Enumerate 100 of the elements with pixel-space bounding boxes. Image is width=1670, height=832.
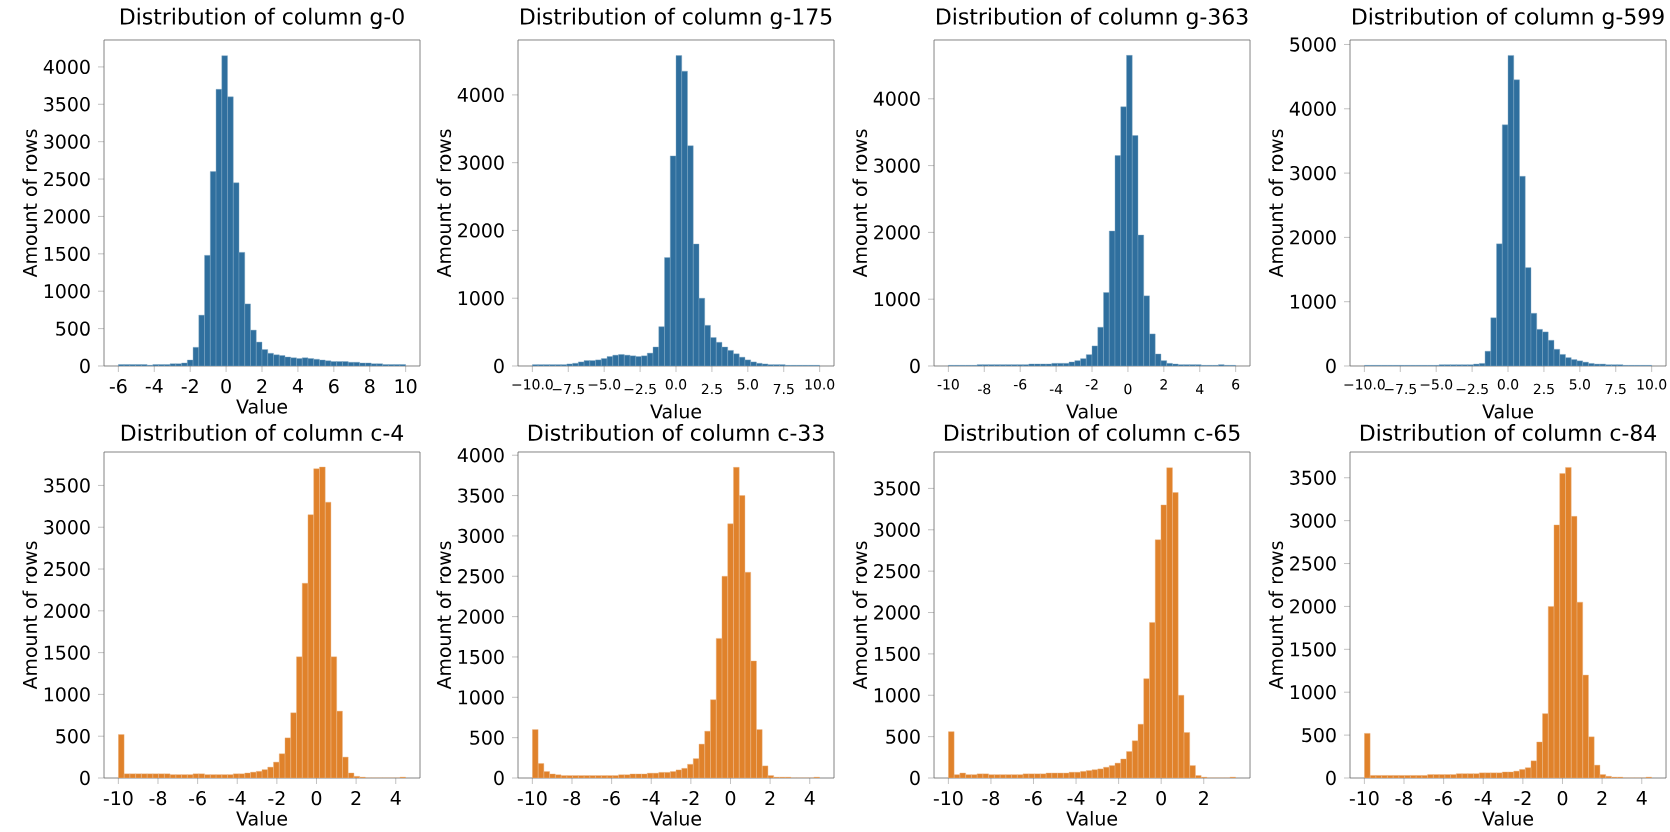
y-tick-label: 3500 bbox=[1290, 470, 1336, 485]
y-tick-label: 3500 bbox=[874, 481, 920, 496]
chart-title: Distribution of column c-33 bbox=[528, 424, 824, 441]
y-tick-label: 1000 bbox=[44, 687, 90, 702]
y-tick-label: 3000 bbox=[458, 528, 504, 544]
x-axis-title: Value bbox=[1066, 403, 1118, 419]
x-tick-label: -10 bbox=[517, 791, 547, 806]
x-tick-label: 0 bbox=[1557, 791, 1568, 806]
y-tick-label: 1000 bbox=[44, 284, 90, 299]
y-tick-label: 2000 bbox=[458, 223, 504, 238]
x-tick-label: 2 bbox=[765, 791, 775, 806]
x-tick-label: -8 bbox=[149, 791, 167, 806]
x-tick-label: -2 bbox=[1514, 791, 1531, 806]
x-tick-label: -2 bbox=[181, 379, 198, 394]
x-axis-title: Value bbox=[650, 403, 702, 419]
y-tick-label: 2500 bbox=[44, 561, 90, 577]
y-tick-label: 2500 bbox=[874, 563, 920, 579]
y-tick-label: 0 bbox=[80, 770, 90, 786]
y-tick-label: 1000 bbox=[458, 690, 504, 705]
y-tick-label: 500 bbox=[886, 729, 920, 744]
y-axis-title: Amount of rows bbox=[436, 541, 452, 690]
y-tick-label: 2000 bbox=[44, 209, 90, 224]
y-tick-label: 1000 bbox=[874, 688, 920, 703]
chart-title: Distribution of column c-4 bbox=[121, 424, 404, 442]
y-tick-label: 4000 bbox=[457, 448, 504, 463]
x-tick-label: -2 bbox=[268, 791, 285, 806]
y-tick-label: 3000 bbox=[874, 158, 920, 173]
y-tick-label: 3000 bbox=[1290, 513, 1336, 528]
y-axis-title: Amount of rows bbox=[22, 541, 38, 690]
y-tick-label: 0 bbox=[910, 358, 920, 374]
y-tick-label: 3000 bbox=[1290, 165, 1336, 181]
y-axis-title: Amount of rows bbox=[852, 129, 868, 278]
y-tick-label: 2500 bbox=[44, 171, 90, 187]
y-tick-label: 2000 bbox=[874, 605, 920, 620]
y-tick-label: 1000 bbox=[1290, 294, 1336, 309]
y-tick-label: 2000 bbox=[44, 603, 90, 618]
y-axis-title: Amount of rows bbox=[852, 541, 868, 690]
x-tick-label: 4 bbox=[390, 791, 401, 805]
x-axis-title: Value bbox=[1482, 811, 1534, 826]
y-tick-label: 2000 bbox=[1290, 230, 1336, 245]
x-axis-title: Value bbox=[650, 811, 702, 826]
y-tick-label: 2500 bbox=[458, 569, 504, 584]
y-axis-title: Amount of rows bbox=[1268, 541, 1284, 690]
y-tick-label: 0 bbox=[1326, 770, 1336, 786]
x-tick-label: 0 bbox=[725, 791, 736, 806]
x-tick-label: 4 bbox=[292, 379, 303, 393]
chart-title: Distribution of column g-175 bbox=[521, 7, 832, 29]
y-tick-label: 1500 bbox=[44, 645, 90, 660]
x-tick-label: -4 bbox=[228, 791, 246, 805]
y-tick-label: 2000 bbox=[458, 609, 504, 624]
y-tick-label: 4000 bbox=[1289, 101, 1336, 116]
x-tick-label: 2 bbox=[1199, 791, 1208, 806]
y-tick-label: 500 bbox=[56, 321, 90, 336]
chart-title: Distribution of column c-65 bbox=[944, 424, 1240, 442]
y-tick-label: 500 bbox=[1302, 727, 1336, 743]
x-tick-label: -6 bbox=[1435, 791, 1452, 806]
y-tick-label: 3000 bbox=[458, 155, 504, 170]
y-tick-label: 0 bbox=[910, 770, 920, 786]
y-axis-title: Amount of rows bbox=[436, 129, 452, 278]
x-tick-label: -6 bbox=[603, 791, 620, 806]
y-tick-label: 500 bbox=[56, 729, 90, 744]
y-tick-label: 0 bbox=[494, 770, 504, 786]
y-tick-label: 4000 bbox=[43, 59, 90, 75]
x-tick-label: -6 bbox=[1025, 791, 1042, 806]
x-tick-label: -4 bbox=[145, 379, 163, 393]
y-tick-label: 2500 bbox=[1290, 556, 1336, 571]
x-axis-title: Value bbox=[1066, 811, 1118, 826]
x-axis-title: Value bbox=[236, 399, 288, 414]
y-tick-label: 3000 bbox=[44, 134, 90, 149]
x-tick-label: 4 bbox=[1636, 791, 1647, 805]
x-tick-label: -8 bbox=[982, 791, 1000, 806]
chart-title: Distribution of column c-84 bbox=[1360, 424, 1657, 442]
x-tick-label: -4 bbox=[1474, 791, 1492, 805]
y-tick-label: 0 bbox=[494, 358, 504, 374]
y-tick-label: 1000 bbox=[1290, 685, 1336, 700]
x-tick-label: -2 bbox=[1110, 791, 1127, 806]
x-tick-label: 0 bbox=[311, 791, 322, 806]
x-tick-label: 4 bbox=[804, 791, 815, 805]
x-axis-title: Value bbox=[236, 811, 288, 826]
x-tick-label: -4 bbox=[1067, 791, 1085, 805]
x-tick-label: -10 bbox=[103, 791, 133, 806]
y-tick-label: 3500 bbox=[44, 478, 90, 493]
y-tick-label: 0 bbox=[80, 358, 90, 374]
x-tick-label: 0 bbox=[1156, 791, 1166, 806]
y-tick-label: 0 bbox=[1326, 358, 1336, 374]
x-tick-label: -10 bbox=[933, 791, 963, 806]
x-tick-label: -2 bbox=[682, 791, 699, 806]
y-tick-label: 3500 bbox=[44, 97, 90, 112]
y-tick-label: 2000 bbox=[874, 225, 920, 240]
y-tick-label: 3000 bbox=[44, 520, 90, 535]
y-tick-label: 4000 bbox=[873, 91, 920, 106]
x-axis-title: Value bbox=[1482, 403, 1534, 419]
y-tick-label: 1500 bbox=[44, 246, 90, 262]
y-tick-label: 500 bbox=[470, 730, 504, 745]
x-tick-label: 6 bbox=[329, 379, 339, 394]
y-tick-label: 1500 bbox=[1290, 642, 1336, 657]
y-tick-label: 1500 bbox=[458, 649, 504, 665]
x-tick-label: -8 bbox=[1395, 791, 1413, 806]
x-tick-label: 8 bbox=[365, 379, 375, 394]
x-tick-label: 2 bbox=[1597, 791, 1607, 806]
